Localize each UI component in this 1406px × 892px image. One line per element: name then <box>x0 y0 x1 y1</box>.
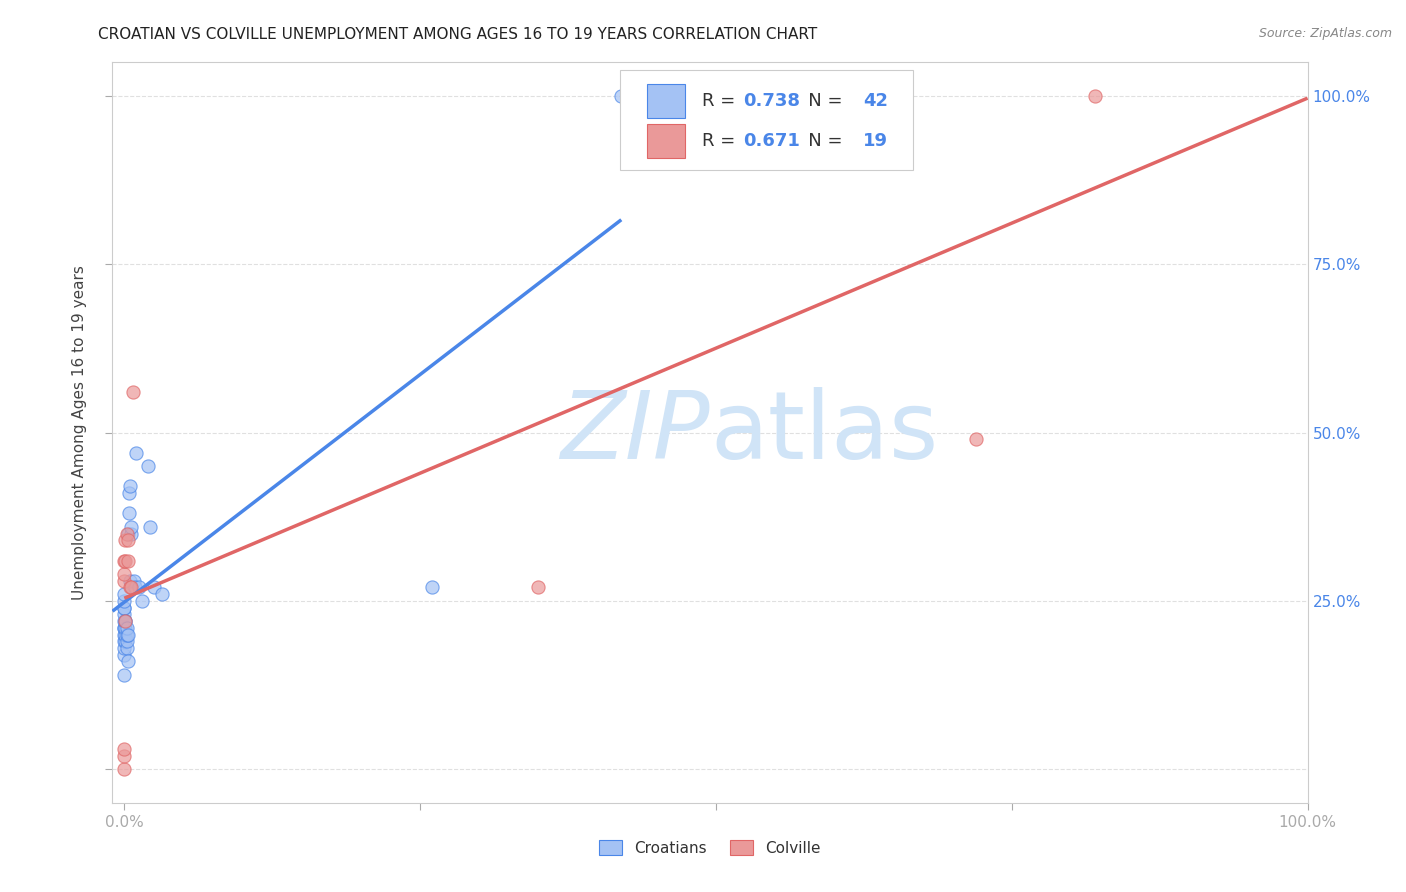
Point <box>131 594 153 608</box>
Point <box>117 627 139 641</box>
Point <box>150 587 173 601</box>
Point <box>965 433 987 447</box>
Legend: Croatians, Colville: Croatians, Colville <box>593 834 827 862</box>
Point <box>125 446 148 460</box>
Point <box>114 614 136 628</box>
Text: atlas: atlas <box>710 386 938 479</box>
Point <box>112 762 135 776</box>
FancyBboxPatch shape <box>647 125 685 158</box>
Point <box>139 520 162 534</box>
Point <box>114 614 136 628</box>
Point <box>112 614 135 628</box>
Point <box>122 574 145 588</box>
Point <box>120 520 142 534</box>
Point <box>112 594 135 608</box>
Point <box>112 607 135 622</box>
Y-axis label: Unemployment Among Ages 16 to 19 years: Unemployment Among Ages 16 to 19 years <box>72 265 87 600</box>
FancyBboxPatch shape <box>647 85 685 118</box>
Point <box>120 581 142 595</box>
Text: 0.671: 0.671 <box>744 132 800 150</box>
Point <box>142 581 165 595</box>
Point <box>114 621 136 635</box>
Text: 0.738: 0.738 <box>744 92 800 110</box>
Point <box>763 89 786 103</box>
Point <box>115 627 138 641</box>
Point <box>114 627 136 641</box>
Text: 42: 42 <box>863 92 889 110</box>
Point <box>114 634 136 648</box>
Text: N =: N = <box>792 132 849 150</box>
Point <box>120 581 142 595</box>
Text: R =: R = <box>702 92 741 110</box>
Point <box>527 581 550 595</box>
Point <box>128 581 150 595</box>
Point <box>112 627 135 641</box>
Text: 19: 19 <box>863 132 889 150</box>
Point <box>118 486 141 500</box>
Point <box>114 553 136 567</box>
Point <box>117 655 139 669</box>
Point <box>112 640 135 655</box>
Point <box>114 533 136 548</box>
Point <box>120 479 142 493</box>
Text: ZIP: ZIP <box>561 387 710 478</box>
Point <box>115 621 138 635</box>
Point <box>136 459 159 474</box>
FancyBboxPatch shape <box>620 70 914 169</box>
Point <box>115 640 138 655</box>
Point <box>121 385 143 400</box>
Point <box>115 634 138 648</box>
Point <box>112 621 135 635</box>
Point <box>112 648 135 662</box>
Point <box>112 574 135 588</box>
Point <box>117 526 139 541</box>
Point <box>112 748 135 763</box>
Point <box>114 614 136 628</box>
Point <box>112 742 135 756</box>
Point <box>120 574 142 588</box>
Point <box>112 600 135 615</box>
Point <box>112 587 135 601</box>
Text: N =: N = <box>792 92 849 110</box>
Point <box>1084 89 1107 103</box>
Point <box>112 553 135 567</box>
Point <box>120 526 142 541</box>
Point <box>115 526 138 541</box>
Point <box>112 566 135 581</box>
Point <box>124 581 146 595</box>
Point <box>112 668 135 682</box>
Point <box>112 600 135 615</box>
Point <box>112 621 135 635</box>
Point <box>118 507 141 521</box>
Point <box>117 533 139 548</box>
Text: CROATIAN VS COLVILLE UNEMPLOYMENT AMONG AGES 16 TO 19 YEARS CORRELATION CHART: CROATIAN VS COLVILLE UNEMPLOYMENT AMONG … <box>98 27 818 42</box>
Text: R =: R = <box>702 132 741 150</box>
Point <box>117 553 139 567</box>
Point <box>610 89 633 103</box>
Text: Source: ZipAtlas.com: Source: ZipAtlas.com <box>1258 27 1392 40</box>
Point <box>112 634 135 648</box>
Point <box>420 581 443 595</box>
